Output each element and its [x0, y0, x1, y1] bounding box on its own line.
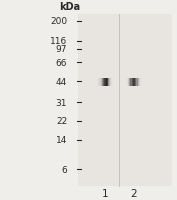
- Bar: [133, 79, 134, 87]
- Bar: [111, 79, 112, 87]
- Bar: [97, 79, 98, 87]
- Bar: [137, 79, 138, 87]
- Bar: [127, 79, 128, 87]
- Bar: [130, 79, 131, 87]
- Bar: [126, 79, 127, 87]
- Bar: [99, 79, 100, 87]
- Bar: [138, 79, 139, 87]
- Bar: [109, 79, 110, 87]
- Bar: [135, 79, 136, 87]
- Bar: [139, 79, 140, 87]
- Text: 44: 44: [56, 77, 67, 86]
- Bar: [101, 79, 102, 87]
- Text: 6: 6: [62, 165, 67, 174]
- Text: 116: 116: [50, 37, 67, 46]
- Bar: [140, 79, 141, 87]
- Bar: [107, 79, 108, 87]
- Bar: [128, 79, 129, 87]
- Text: kDa: kDa: [59, 2, 81, 12]
- Text: 14: 14: [56, 135, 67, 144]
- Bar: [110, 79, 111, 87]
- Bar: [136, 79, 137, 87]
- Text: 22: 22: [56, 117, 67, 126]
- Bar: [129, 79, 130, 87]
- Bar: [141, 79, 142, 87]
- Text: 31: 31: [56, 98, 67, 107]
- Bar: [98, 79, 99, 87]
- Bar: [137, 79, 138, 87]
- Text: 2: 2: [130, 188, 137, 198]
- Text: 200: 200: [50, 17, 67, 26]
- Bar: [128, 79, 129, 87]
- Bar: [78, 15, 172, 186]
- Bar: [98, 79, 99, 87]
- Bar: [103, 79, 104, 87]
- Bar: [112, 79, 113, 87]
- Bar: [131, 79, 132, 87]
- Bar: [100, 79, 101, 87]
- Bar: [99, 79, 100, 87]
- Text: 97: 97: [56, 45, 67, 54]
- Bar: [139, 79, 140, 87]
- Bar: [102, 79, 103, 87]
- Bar: [104, 79, 105, 87]
- Bar: [132, 79, 133, 87]
- Bar: [105, 79, 106, 87]
- Bar: [138, 79, 139, 87]
- Bar: [134, 79, 135, 87]
- Text: 1: 1: [102, 188, 109, 198]
- Text: 66: 66: [56, 59, 67, 68]
- Bar: [106, 79, 107, 87]
- Bar: [108, 79, 109, 87]
- Bar: [130, 79, 131, 87]
- Bar: [129, 79, 130, 87]
- Bar: [107, 79, 108, 87]
- Bar: [106, 79, 107, 87]
